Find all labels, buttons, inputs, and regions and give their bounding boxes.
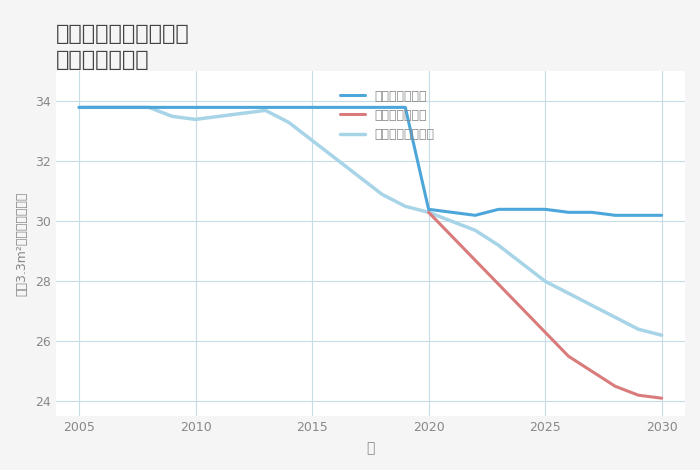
ノーマルシナリオ	[378, 191, 386, 197]
グッドシナリオ	[587, 210, 596, 215]
グッドシナリオ	[145, 104, 153, 110]
グッドシナリオ	[401, 104, 410, 110]
ノーマルシナリオ	[191, 117, 200, 122]
グッドシナリオ	[634, 212, 643, 218]
バッドシナリオ	[517, 306, 526, 311]
Y-axis label: 平（3.3m²）単価（万円）: 平（3.3m²）単価（万円）	[15, 192, 28, 296]
Line: グッドシナリオ: グッドシナリオ	[79, 107, 662, 215]
ノーマルシナリオ	[331, 156, 340, 161]
X-axis label: 年: 年	[366, 441, 375, 455]
ノーマルシナリオ	[168, 114, 176, 119]
グッドシナリオ	[215, 104, 223, 110]
ノーマルシナリオ	[401, 204, 410, 209]
グッドシナリオ	[261, 104, 270, 110]
バッドシナリオ	[657, 395, 666, 401]
グッドシナリオ	[354, 104, 363, 110]
ノーマルシナリオ	[657, 332, 666, 338]
ノーマルシナリオ	[587, 302, 596, 308]
ノーマルシナリオ	[611, 314, 620, 320]
グッドシナリオ	[98, 104, 106, 110]
ノーマルシナリオ	[517, 260, 526, 266]
Line: ノーマルシナリオ: ノーマルシナリオ	[79, 107, 662, 335]
グッドシナリオ	[564, 210, 573, 215]
バッドシナリオ	[611, 384, 620, 389]
グッドシナリオ	[191, 104, 200, 110]
グッドシナリオ	[657, 212, 666, 218]
グッドシナリオ	[238, 104, 246, 110]
ノーマルシナリオ	[308, 138, 316, 143]
グッドシナリオ	[75, 104, 83, 110]
ノーマルシナリオ	[494, 243, 503, 248]
Legend: グッドシナリオ, バッドシナリオ, ノーマルシナリオ: グッドシナリオ, バッドシナリオ, ノーマルシナリオ	[335, 85, 440, 146]
グッドシナリオ	[448, 210, 456, 215]
ノーマルシナリオ	[121, 104, 130, 110]
ノーマルシナリオ	[261, 108, 270, 113]
ノーマルシナリオ	[354, 173, 363, 179]
ノーマルシナリオ	[98, 104, 106, 110]
バッドシナリオ	[634, 392, 643, 398]
グッドシナリオ	[424, 206, 433, 212]
グッドシナリオ	[541, 206, 550, 212]
Line: バッドシナリオ: バッドシナリオ	[428, 212, 662, 398]
バッドシナリオ	[564, 353, 573, 359]
ノーマルシナリオ	[145, 104, 153, 110]
ノーマルシナリオ	[564, 290, 573, 296]
グッドシナリオ	[611, 212, 620, 218]
グッドシナリオ	[471, 212, 480, 218]
バッドシナリオ	[541, 329, 550, 335]
ノーマルシナリオ	[541, 278, 550, 284]
ノーマルシナリオ	[448, 219, 456, 224]
ノーマルシナリオ	[424, 210, 433, 215]
ノーマルシナリオ	[285, 119, 293, 125]
Text: 愛知県豊川市美和通の
土地の価格推移: 愛知県豊川市美和通の 土地の価格推移	[56, 24, 190, 70]
ノーマルシナリオ	[238, 110, 246, 116]
グッドシナリオ	[121, 104, 130, 110]
バッドシナリオ	[494, 282, 503, 287]
グッドシナリオ	[331, 104, 340, 110]
グッドシナリオ	[378, 104, 386, 110]
バッドシナリオ	[424, 210, 433, 215]
ノーマルシナリオ	[75, 104, 83, 110]
グッドシナリオ	[285, 104, 293, 110]
バッドシナリオ	[471, 258, 480, 263]
グッドシナリオ	[517, 206, 526, 212]
グッドシナリオ	[308, 104, 316, 110]
バッドシナリオ	[448, 234, 456, 239]
グッドシナリオ	[494, 206, 503, 212]
ノーマルシナリオ	[215, 114, 223, 119]
ノーマルシナリオ	[471, 227, 480, 233]
ノーマルシナリオ	[634, 327, 643, 332]
グッドシナリオ	[168, 104, 176, 110]
バッドシナリオ	[587, 368, 596, 374]
